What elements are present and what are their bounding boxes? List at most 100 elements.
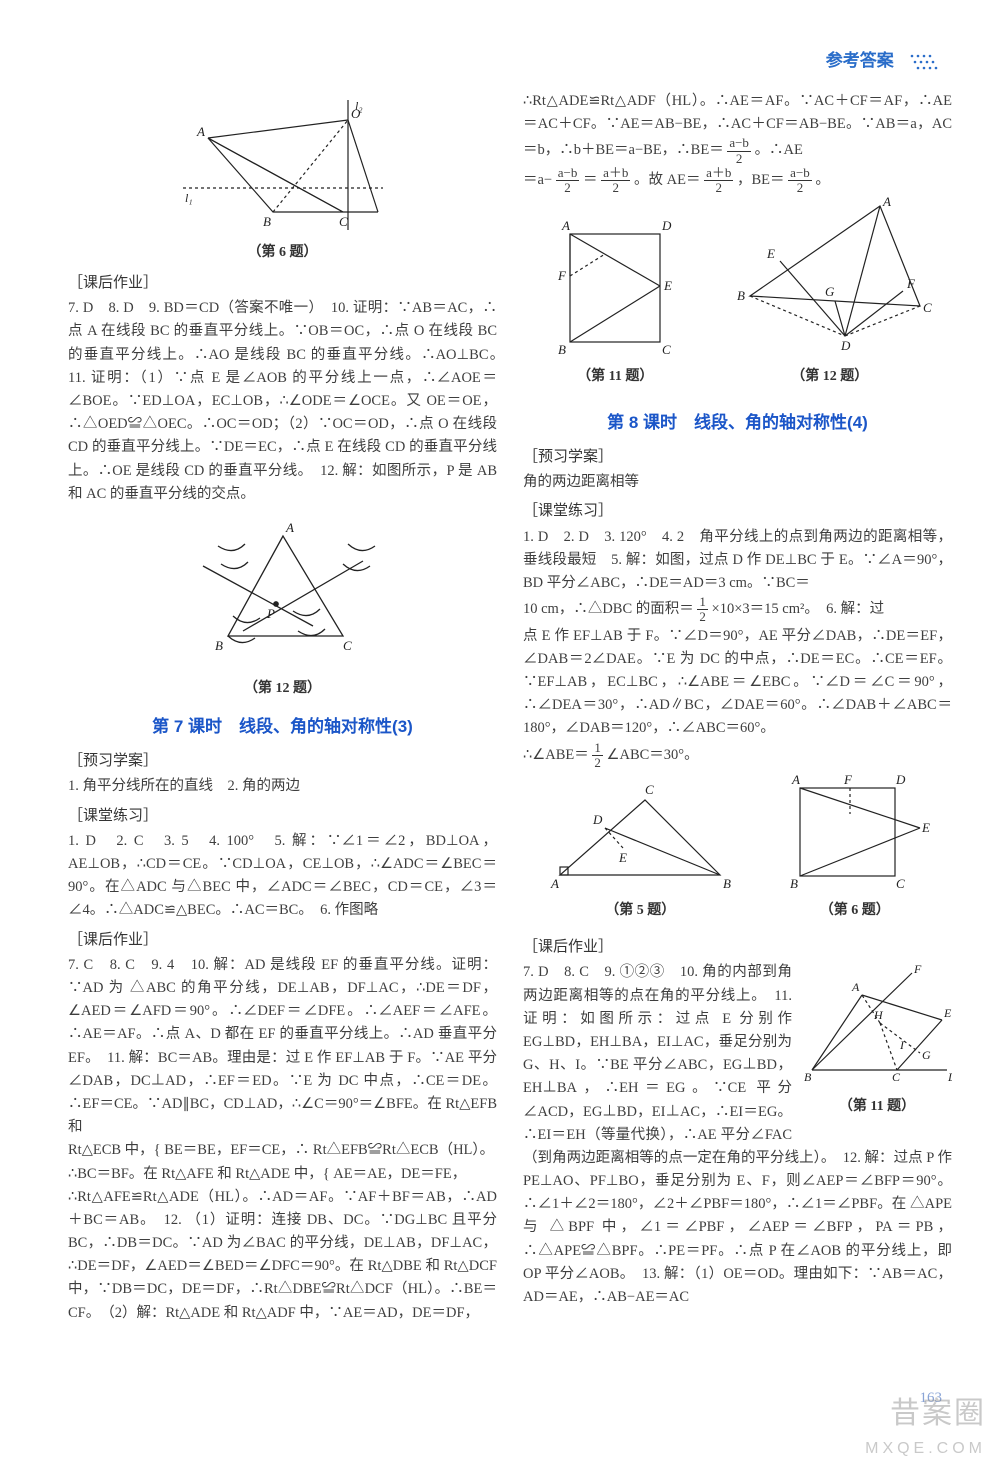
section-heading: ［课后作业］	[68, 272, 497, 295]
paragraph: ∴BC＝BF。在 Rt△AFE 和 Rt△ADE 中，{ AE＝AE，DE＝FE…	[68, 1163, 497, 1186]
paragraph: ∴∠ABE＝ 12 ∠ABC＝30°。	[523, 741, 952, 771]
figure-caption: （第 6 题）	[780, 900, 930, 922]
watermark: 昔案圈 MXQE.COM	[865, 1391, 986, 1462]
text-run: ∠ABC＝30°。	[606, 747, 698, 763]
svg-text:A: A	[882, 196, 891, 209]
text-run: ∴∠ABE＝	[523, 747, 589, 763]
svg-text:F: F	[906, 276, 916, 291]
figure-11-right: A D B C E F （第 11 题）	[540, 206, 690, 396]
figure-caption: （第 12 题）	[68, 678, 497, 700]
svg-text:D: D	[592, 812, 603, 827]
geometry-diagram-icon: P ABC	[173, 516, 393, 666]
figure-caption: （第 6 题）	[68, 242, 497, 264]
fraction: a−b2	[788, 166, 812, 196]
svg-text:D: D	[895, 772, 906, 787]
fraction: a−b2	[556, 166, 580, 196]
fraction: 12	[592, 741, 603, 771]
text-run: ＝a−	[523, 172, 552, 188]
paragraph: ∴Rt△ADE≌Rt△ADF（HL）。∴AE＝AF。∵AC＋CF＝AF，∴AE＝…	[523, 90, 952, 166]
header-dots-icon	[906, 52, 942, 72]
figure-caption: （第 11 题）	[802, 1096, 952, 1118]
geometry-diagram-icon: A B C D E F G	[725, 196, 935, 356]
paragraph: 点 E 作 EF⊥AB 于 F。∵∠D＝90°，AE 平分∠DAB，∴DE＝EF…	[523, 625, 952, 741]
svg-text:E: E	[766, 246, 775, 261]
section-heading: ［课后作业］	[523, 936, 952, 959]
svg-text:A: A	[561, 218, 570, 233]
svg-text:C: C	[662, 342, 671, 356]
svg-text:E: E	[921, 820, 930, 835]
paragraph: 7. D 8. D 9. BD＝CD（答案不唯一） 10. 证明：∵AB＝AC，…	[68, 297, 497, 506]
text-run: ×10×3＝15 cm²。 6. 解：过	[712, 601, 885, 617]
svg-text:C: C	[339, 214, 348, 229]
section-heading: ［预习学案］	[523, 446, 952, 469]
paragraph: 10 cm，∴△DBC 的面积＝ 12 ×10×3＝15 cm²。 6. 解：过	[523, 595, 952, 625]
svg-text:C: C	[892, 1070, 901, 1084]
section-heading: ［预习学案］	[68, 750, 497, 773]
figure-11b-right: BDC FAE HGI （第 11 题）	[802, 965, 952, 1125]
svg-text:B: B	[263, 214, 271, 229]
figure-6-right: AD BC EF （第 6 题）	[780, 770, 930, 930]
svg-text:D: D	[840, 338, 851, 353]
svg-text:D: D	[947, 1070, 952, 1084]
svg-text:F: F	[913, 965, 922, 976]
paragraph: 1. D 2. C 3. 5 4. 100° 5. 解：∵∠1＝∠2，BD⊥OA…	[68, 830, 497, 923]
svg-text:B: B	[215, 638, 223, 653]
text-run: 10 cm，∴△DBC 的面积＝	[523, 601, 694, 617]
svg-text:F: F	[557, 268, 567, 283]
geometry-diagram-icon: AD BC EF	[780, 770, 930, 890]
geometry-diagram-icon: l₂ l₁ AO BC	[183, 100, 383, 230]
svg-text:E: E	[663, 278, 672, 293]
right-column: ∴Rt△ADE≌Rt△ADF（HL）。∴AE＝AF。∵AC＋CF＝AF，∴AE＝…	[523, 90, 952, 1325]
svg-text:C: C	[645, 782, 654, 797]
paragraph: ＝a− a−b2 ＝ a＋b2 。故 AE＝ a＋b2 ，BE＝ a−b2 。	[523, 166, 952, 196]
svg-text:E: E	[618, 850, 627, 865]
text-run: ＝	[583, 172, 598, 188]
svg-text:E: E	[943, 1006, 952, 1020]
two-column-layout: l₂ l₁ AO BC （第 6 题） ［课后作业］ 7. D 8. D 9. …	[68, 90, 952, 1325]
figure-12-left: P ABC	[68, 516, 497, 674]
svg-text:D: D	[661, 218, 672, 233]
svg-text:B: B	[558, 342, 566, 356]
section-heading: ［课堂练习］	[68, 805, 497, 828]
watermark-line2: MXQE.COM	[865, 1437, 986, 1462]
text-run: 。故 AE＝	[634, 172, 700, 188]
geometry-diagram-icon: A D B C E F	[540, 206, 690, 356]
left-column: l₂ l₁ AO BC （第 6 题） ［课后作业］ 7. D 8. D 9. …	[68, 90, 497, 1325]
svg-text:l₁: l₁	[185, 191, 193, 205]
paragraph: 角的两边距离相等	[523, 471, 952, 494]
geometry-diagram-icon: BDC FAE HGI	[802, 965, 952, 1085]
svg-text:O: O	[351, 106, 361, 121]
svg-text:H: H	[873, 1008, 884, 1022]
fraction: a＋b2	[704, 166, 733, 196]
lesson-title-8: 第 8 课时 线段、角的轴对称性(4)	[523, 410, 952, 436]
figure-caption: （第 5 题）	[545, 900, 735, 922]
svg-text:C: C	[896, 876, 905, 890]
header-label: 参考答案	[826, 51, 894, 70]
figure-caption: （第 11 题）	[540, 366, 690, 388]
paragraph: ∴Rt△AFE≌Rt△ADE（HL）。∴AD＝AF。∵AF＋BF＝AB，∴AD＋…	[68, 1186, 497, 1325]
svg-text:B: B	[723, 876, 731, 890]
svg-text:C: C	[343, 638, 352, 653]
text-run: ，BE＝	[737, 172, 785, 188]
svg-text:A: A	[550, 876, 559, 890]
text-run: 。	[815, 172, 830, 188]
svg-text:B: B	[737, 288, 745, 303]
section-heading: ［课堂练习］	[523, 500, 952, 523]
svg-text:G: G	[825, 284, 835, 299]
figure-row: A D B C E F （第 11 题）	[523, 196, 952, 396]
fraction: 12	[697, 595, 708, 625]
text-run: 。∴AE	[755, 143, 803, 159]
paragraph: 1. 角平分线所在的直线 2. 角的两边	[68, 775, 497, 798]
fraction: a＋b2	[601, 166, 630, 196]
figure-12-right: A B C D E F G （第 12 题）	[725, 196, 935, 396]
section-heading: ［课后作业］	[68, 929, 497, 952]
figure-caption: （第 12 题）	[725, 366, 935, 388]
lesson-title-7: 第 7 课时 线段、角的轴对称性(3)	[68, 714, 497, 740]
svg-text:B: B	[804, 1070, 812, 1084]
svg-text:A: A	[791, 772, 800, 787]
figure-row: ABC DE （第 5 题） AD BC	[523, 770, 952, 930]
svg-text:C: C	[923, 300, 932, 315]
paragraph: 7. C 8. C 9. 4 10. 解：AD 是线段 EF 的垂直平分线。证明…	[68, 954, 497, 1140]
svg-text:A: A	[196, 124, 205, 139]
svg-text:A: A	[285, 520, 294, 535]
